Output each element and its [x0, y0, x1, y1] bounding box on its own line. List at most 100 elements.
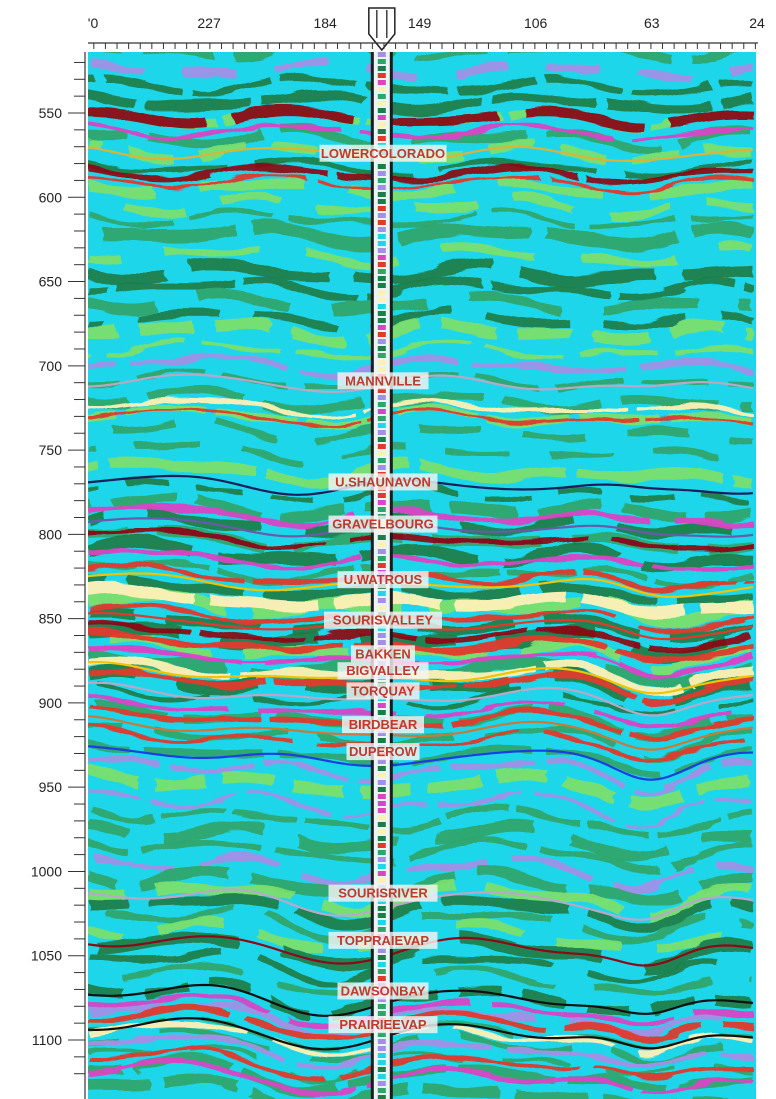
well-log-sample [377, 283, 386, 288]
amplitude-band-43 [88, 756, 753, 797]
well-log-sample [377, 304, 386, 309]
well-log-sample [377, 556, 386, 561]
horizon-label-sourisriver: SOURISRIVER [338, 886, 428, 901]
well-log-sample [377, 822, 386, 827]
well-log-sample [377, 213, 386, 218]
amplitude-bands [88, 52, 755, 1099]
horizon-label-gravelbourg: GRAVELBOURG [332, 517, 434, 532]
well-log-sample [377, 171, 386, 176]
well-log-sample [377, 1088, 386, 1093]
well-log-sample [377, 535, 386, 540]
amplitude-band-32 [88, 573, 753, 606]
well-log-sample [377, 591, 386, 596]
axes: '0 227 184 149 106 63 24 550 600 650 700 750 800 850 9… [31, 15, 765, 1099]
well-log-sample [377, 829, 386, 834]
horizon-label-bg [342, 716, 424, 734]
well-log-sample [377, 962, 386, 967]
well-log-sample [377, 731, 386, 736]
amplitude-band-15 [88, 288, 753, 319]
well-log-sample [377, 542, 386, 547]
horizon-line-birdbear [88, 715, 754, 751]
well-log-sample [377, 185, 386, 190]
well-log-sample [377, 787, 386, 792]
x-tick-label: 63 [644, 15, 660, 31]
horizon-label-bakken: BAKKEN [355, 646, 411, 661]
amplitude-band-49 [88, 852, 753, 893]
amplitude-band-25 [88, 457, 753, 489]
y-tick-label: 800 [39, 526, 63, 542]
horizon-label-bigvalley: BIGVALLEY [346, 663, 420, 678]
well-log-sample [377, 1046, 386, 1051]
strong-reflector-2 [88, 163, 754, 186]
well-log-sample [377, 640, 386, 645]
amplitude-band-10 [88, 206, 753, 231]
strong-reflector-6 [88, 503, 755, 529]
horizon-label-bg [351, 645, 415, 663]
horizon-label-torquay: TORQUAY [351, 683, 415, 698]
well-log-sample [377, 801, 386, 806]
horizon-label-bg [346, 682, 420, 700]
horizon-label-dawsonbay: DAWSONBAY [341, 983, 426, 998]
strong-reflector-13 [88, 628, 755, 663]
well-log-sample [377, 1081, 386, 1086]
well-log-sample [377, 808, 386, 813]
well-log-sample [377, 311, 386, 316]
well-log-sample [377, 948, 386, 953]
well-log-sample [377, 913, 386, 918]
well-log-sample [377, 353, 386, 358]
well-log-sample [377, 297, 386, 302]
horizon-label-uwatrous: U.WATROUS [344, 572, 423, 587]
y-tick-label: 600 [39, 189, 63, 205]
well-log-sample [377, 605, 386, 610]
well-log-sample [377, 241, 386, 246]
well-log-sample [377, 871, 386, 876]
well-log-sample [377, 122, 386, 127]
horizon-label-ushaunavon: U.SHAUNAVON [335, 474, 431, 489]
amplitude-band-8 [88, 175, 753, 202]
y-tick-label: 650 [39, 274, 63, 290]
strong-reflector-5 [88, 407, 755, 429]
well-log-sample [377, 269, 386, 274]
well-log-sample [377, 1060, 386, 1065]
well-log-sample [377, 248, 386, 253]
amplitude-band-37 [88, 648, 754, 690]
strong-reflector-0 [88, 105, 755, 132]
well-log-sample [377, 437, 386, 442]
amplitude-band-17 [88, 317, 754, 350]
well-log-sample [377, 997, 386, 1002]
horizon-labels: LOWERCOLORADO MANNVILLE U.SHAUNAVON GRAVELB… [319, 144, 447, 1034]
amplitude-band-18 [88, 337, 753, 362]
well-log-sample [377, 703, 386, 708]
well-log-sample [377, 738, 386, 743]
x-tick-label: 149 [408, 15, 432, 31]
amplitude-band-0 [106, 52, 740, 65]
well-log-sample [377, 101, 386, 106]
well-log-sample [377, 794, 386, 799]
well-log-sample [377, 1011, 386, 1016]
well-log-sample [377, 549, 386, 554]
well-log-sample [377, 493, 386, 498]
strong-reflector-23 [88, 1034, 755, 1072]
well-log-sample [377, 1067, 386, 1072]
amplitude-band-19 [88, 353, 753, 380]
strong-reflector-3 [88, 172, 755, 195]
well-log-sample [377, 955, 386, 960]
well-log-sample [377, 192, 386, 197]
strong-reflector-25 [88, 1058, 755, 1098]
horizon-label-bg [328, 473, 438, 491]
well-log-sample [377, 360, 386, 365]
well-log-sample [377, 780, 386, 785]
amplitude-band-46 [88, 803, 753, 841]
amplitude-band-53 [88, 903, 753, 946]
well-log-sample [377, 164, 386, 169]
amplitude-band-9 [88, 191, 753, 222]
amplitude-band-55 [88, 931, 754, 975]
strong-reflector-7 [88, 527, 755, 553]
horizon-label-bg [328, 515, 438, 533]
amplitude-band-13 [88, 258, 753, 288]
well-log-sample [377, 178, 386, 183]
horizon-label-bg [337, 571, 429, 589]
horizon-label-bg [337, 372, 429, 390]
well-log-sample [377, 402, 386, 407]
strong-reflector-4 [88, 397, 755, 420]
